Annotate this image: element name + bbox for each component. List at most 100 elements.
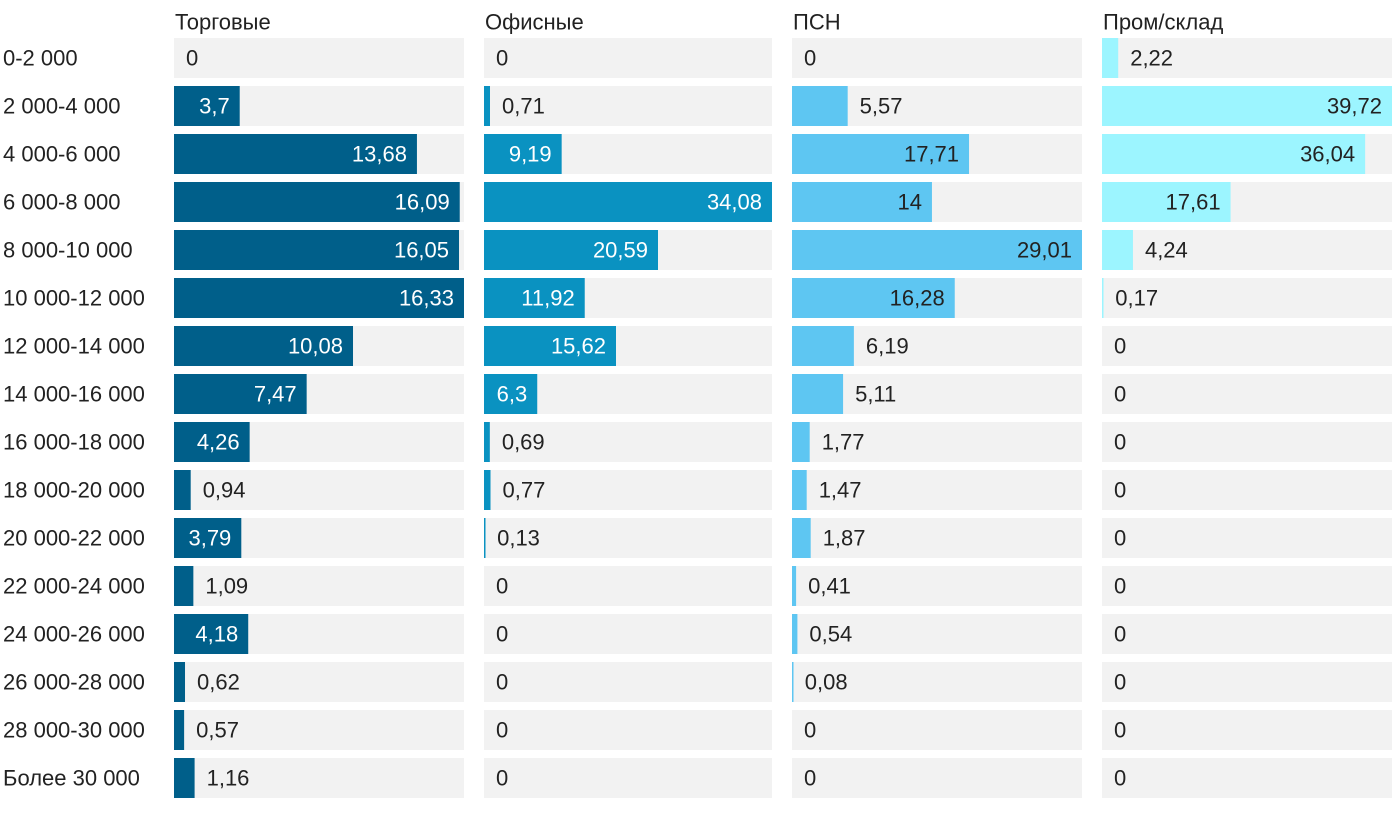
- data-label: 0,69: [502, 430, 545, 455]
- data-label: 7,47: [254, 382, 297, 407]
- category-label: 14 000-16 000: [3, 382, 145, 407]
- bar-background: [484, 758, 772, 798]
- data-label: 0: [1114, 622, 1126, 647]
- category-label: 10 000-12 000: [3, 286, 145, 311]
- data-label: 0,77: [503, 478, 546, 503]
- data-label: 16,05: [394, 238, 449, 263]
- bar: [792, 182, 932, 222]
- bar-background: [1102, 566, 1392, 606]
- bar: [484, 326, 616, 366]
- data-label: 0: [496, 766, 508, 791]
- bar: [174, 278, 464, 318]
- bar-background: [1102, 230, 1392, 270]
- bar: [174, 662, 186, 702]
- bar-background: [1102, 758, 1392, 798]
- data-label: 0: [186, 46, 198, 71]
- data-label: 0,13: [497, 526, 540, 551]
- bar: [1102, 134, 1366, 174]
- data-label: 0: [1114, 718, 1126, 743]
- bar: [174, 182, 460, 222]
- data-label: 16,28: [890, 286, 945, 311]
- bar-background: [1102, 710, 1392, 750]
- bar-background: [792, 662, 1082, 702]
- bar-background: [484, 710, 772, 750]
- data-label: 0: [804, 718, 816, 743]
- data-label: 0,08: [805, 670, 848, 695]
- bar: [1102, 38, 1119, 78]
- bar: [174, 326, 354, 366]
- category-label: 4 000-6 000: [3, 142, 120, 167]
- bar-background: [792, 710, 1082, 750]
- data-label: 0: [804, 46, 816, 71]
- bar-background: [484, 470, 772, 510]
- bar-background: [792, 758, 1082, 798]
- bar: [174, 134, 417, 174]
- bar-background: [792, 422, 1082, 462]
- data-label: 5,57: [860, 94, 903, 119]
- data-label: 0: [1114, 334, 1126, 359]
- bar: [484, 518, 486, 558]
- data-label: 0: [496, 574, 508, 599]
- bar: [792, 662, 794, 702]
- data-label: 9,19: [509, 142, 552, 167]
- bar: [484, 278, 585, 318]
- category-label: 26 000-28 000: [3, 670, 145, 695]
- bar-background: [792, 566, 1082, 606]
- bar-background: [174, 566, 464, 606]
- data-label: 0,71: [502, 94, 545, 119]
- bar-background: [792, 38, 1082, 78]
- category-label: 18 000-20 000: [3, 478, 145, 503]
- data-label: 0,17: [1115, 286, 1158, 311]
- bar-background: [1102, 422, 1392, 462]
- data-label: 6,3: [497, 382, 528, 407]
- data-label: 11,92: [521, 286, 574, 311]
- bar: [484, 374, 538, 414]
- data-label: 10,08: [288, 334, 343, 359]
- category-label: 0-2 000: [3, 46, 78, 71]
- category-label: Более 30 000: [3, 766, 140, 791]
- bar-background: [484, 614, 772, 654]
- bar-background: [1102, 278, 1392, 318]
- category-label: 2 000-4 000: [3, 94, 120, 119]
- bar: [792, 614, 798, 654]
- data-label: 4,26: [197, 430, 240, 455]
- bar-background: [484, 662, 772, 702]
- bar-background: [174, 710, 464, 750]
- bar-background: [484, 422, 772, 462]
- category-label: 24 000-26 000: [3, 622, 145, 647]
- data-label: 1,87: [823, 526, 866, 551]
- data-label: 0: [1114, 670, 1126, 695]
- data-label: 0: [1114, 478, 1126, 503]
- bar-background: [1102, 326, 1392, 366]
- bar: [174, 614, 249, 654]
- bar: [484, 182, 772, 222]
- category-label: 12 000-14 000: [3, 334, 145, 359]
- category-label: 16 000-18 000: [3, 430, 145, 455]
- data-label: 0: [496, 670, 508, 695]
- category-label: 8 000-10 000: [3, 238, 133, 263]
- data-label: 2,22: [1130, 46, 1173, 71]
- bar: [792, 566, 797, 606]
- bar-background: [174, 470, 464, 510]
- bar-background: [792, 614, 1082, 654]
- bar: [792, 518, 811, 558]
- data-label: 0,94: [203, 478, 246, 503]
- bar: [484, 86, 490, 126]
- data-label: 0: [1114, 382, 1126, 407]
- data-label: 0: [804, 766, 816, 791]
- bar-background: [484, 86, 772, 126]
- data-label: 15,62: [551, 334, 606, 359]
- bar: [792, 230, 1082, 270]
- bar-background: [792, 470, 1082, 510]
- bar: [484, 422, 490, 462]
- bar-background: [1102, 662, 1392, 702]
- bar-background: [484, 518, 772, 558]
- bar-background: [1102, 38, 1392, 78]
- data-label: 0: [1114, 574, 1126, 599]
- data-label: 0,62: [197, 670, 240, 695]
- bar-background: [484, 38, 772, 78]
- bar: [484, 134, 562, 174]
- bar-background: [174, 662, 464, 702]
- category-label: 6 000-8 000: [3, 190, 120, 215]
- data-label: 3,79: [188, 526, 231, 551]
